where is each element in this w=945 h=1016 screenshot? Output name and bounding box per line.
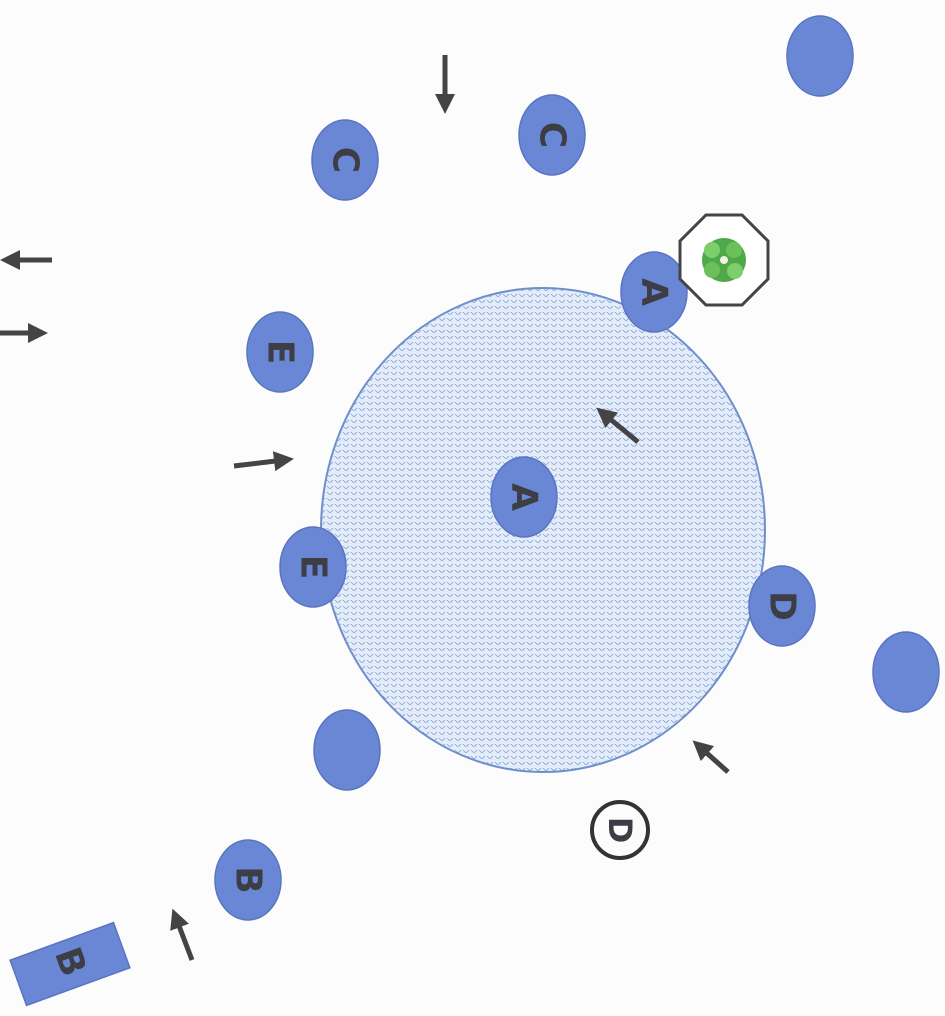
node-label: D — [762, 591, 803, 621]
cluster — [727, 263, 743, 279]
cluster — [704, 242, 720, 258]
arrow — [596, 407, 640, 444]
node-rect — [9, 921, 131, 1007]
node — [872, 631, 940, 713]
node-label: C — [325, 147, 366, 173]
node-label: D — [601, 817, 639, 844]
cluster — [720, 256, 728, 264]
arrow — [692, 740, 730, 774]
cluster — [726, 242, 742, 258]
arrow — [233, 451, 294, 472]
node — [313, 709, 381, 791]
node-label: B — [228, 866, 269, 893]
node-label: C — [532, 122, 573, 148]
node-label: E — [293, 555, 334, 580]
node-label: A — [634, 278, 675, 306]
node — [786, 15, 854, 97]
node-label: A — [504, 483, 545, 511]
node — [246, 311, 314, 393]
node — [490, 456, 558, 538]
protein-icon — [678, 213, 770, 307]
circled-marker — [590, 800, 650, 860]
arrows — [0, 55, 730, 961]
nodes: C C A E A E D B B D — [9, 15, 940, 1007]
node — [214, 839, 282, 921]
node-label: E — [260, 340, 301, 365]
arrow — [170, 908, 195, 961]
node — [311, 119, 379, 201]
cluster — [704, 262, 720, 278]
node — [518, 94, 586, 176]
node — [620, 251, 688, 333]
node — [279, 526, 347, 608]
node — [748, 565, 816, 647]
